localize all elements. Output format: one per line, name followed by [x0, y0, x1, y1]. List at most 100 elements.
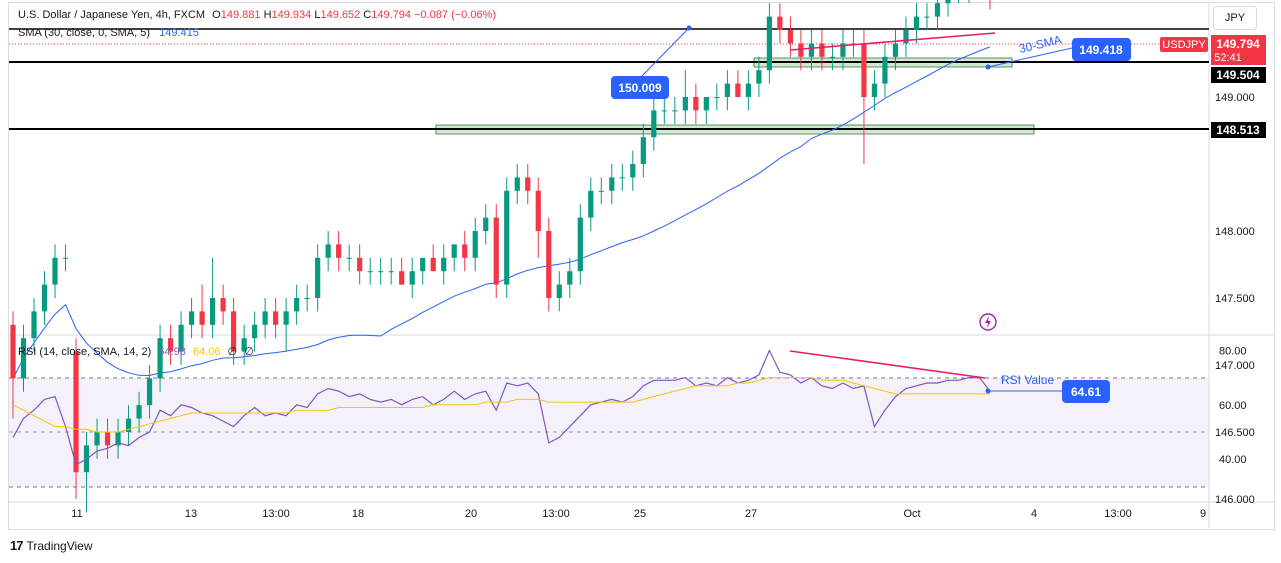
candle-body[interactable] [336, 244, 342, 258]
candle-body[interactable] [819, 43, 825, 57]
candle-body[interactable] [504, 190, 510, 285]
rsi-sma-line[interactable] [12, 377, 990, 433]
candle-body[interactable] [682, 97, 688, 111]
candle-body[interactable] [273, 311, 279, 325]
candle-body[interactable] [241, 338, 247, 352]
candle-body[interactable] [546, 231, 552, 298]
candle-body[interactable] [766, 16, 772, 71]
candle-body[interactable] [41, 284, 48, 312]
candle-body[interactable] [441, 257, 447, 272]
candle-body[interactable] [409, 271, 415, 285]
candle-body[interactable] [125, 418, 132, 432]
candle-body[interactable] [462, 244, 468, 258]
rsi-badge-bg[interactable] [1062, 380, 1110, 403]
currency-button[interactable]: JPY [1213, 6, 1257, 30]
candle-body[interactable] [420, 257, 426, 272]
candle-body[interactable] [199, 311, 205, 325]
rsi-line[interactable] [12, 348, 991, 466]
candle-body[interactable] [31, 311, 37, 339]
candle-body[interactable] [157, 338, 163, 379]
candle-body[interactable] [934, 3, 941, 17]
candle-body[interactable] [430, 257, 436, 272]
candle-body[interactable] [20, 338, 27, 379]
candle-body[interactable] [745, 83, 751, 97]
candle-body[interactable] [178, 324, 184, 352]
candle-body[interactable] [62, 257, 69, 259]
candle-body[interactable] [315, 257, 321, 298]
rsi-scale[interactable]: 80.00 60.00 40.00 [1219, 345, 1247, 466]
candle-body[interactable] [262, 311, 268, 325]
candle-body[interactable] [556, 284, 562, 298]
candle-body[interactable] [861, 43, 867, 97]
candle-body[interactable] [115, 432, 121, 446]
candle-body[interactable] [892, 43, 899, 57]
candle-body[interactable] [483, 217, 489, 231]
candle-body[interactable] [357, 257, 363, 272]
candle-body[interactable] [714, 97, 720, 98]
candle-body[interactable] [283, 311, 289, 325]
sma-legend[interactable]: SMA (30, close, 0, SMA, 5) 149.415 [18, 27, 199, 39]
flash-icon[interactable] [979, 313, 997, 331]
candle-body[interactable] [252, 324, 258, 339]
peak-badge-bg[interactable] [611, 76, 669, 99]
candle-body[interactable] [840, 43, 846, 57]
candle-body[interactable] [724, 83, 730, 97]
candle-body[interactable] [220, 298, 226, 312]
candle-body[interactable] [808, 43, 815, 57]
candle-body[interactable] [146, 378, 153, 406]
candle-body[interactable] [294, 298, 300, 312]
candle-body[interactable] [588, 190, 594, 218]
candle-body[interactable] [210, 298, 216, 325]
candle-body[interactable] [829, 56, 836, 58]
sma-badge-bg[interactable] [1072, 38, 1131, 61]
candle-body[interactable] [924, 16, 930, 18]
candle-body[interactable] [882, 56, 888, 84]
candle-body[interactable] [903, 30, 909, 44]
candle-body[interactable] [346, 257, 352, 259]
ohlc-legend[interactable]: U.S. Dollar / Japanese Yen, 4h, FXCM O14… [18, 9, 496, 21]
candle-body[interactable] [104, 432, 111, 446]
candle-body[interactable] [304, 298, 310, 299]
candle-body[interactable] [609, 177, 615, 191]
candle-body[interactable] [378, 271, 384, 273]
sma-annotation-label[interactable]: 30-SMA [1018, 33, 1063, 56]
candle-body[interactable] [451, 244, 457, 258]
sma-line[interactable] [12, 46, 991, 379]
candle-body[interactable] [493, 217, 499, 285]
candle-body[interactable] [945, 0, 951, 4]
rsi-trendline[interactable] [789, 350, 986, 379]
candle-body[interactable] [10, 324, 16, 379]
candle-body[interactable] [693, 97, 699, 111]
candle-body[interactable] [94, 432, 100, 446]
candle-body[interactable] [871, 83, 878, 97]
sma-connector-dot[interactable] [985, 64, 991, 70]
candle-body[interactable] [325, 244, 331, 258]
candle-body[interactable] [798, 43, 804, 57]
rsi-connector-dot[interactable] [985, 388, 991, 394]
candle-body[interactable] [598, 190, 604, 192]
candle-body[interactable] [52, 257, 58, 285]
candle-body[interactable] [577, 217, 583, 272]
peak-connector-dot[interactable] [686, 25, 692, 31]
candle-body[interactable] [640, 137, 646, 164]
candle-body[interactable] [472, 231, 478, 258]
candle-body[interactable] [850, 43, 857, 45]
time-axis[interactable]: 11 13 13:00 18 20 13:00 25 27 Oct 4 13:00 9 [71, 508, 1206, 520]
candle-body[interactable] [619, 177, 625, 179]
candle-body[interactable] [388, 271, 394, 273]
candle-body[interactable] [535, 190, 541, 231]
rsi-legend[interactable]: RSI (14, close, SMA, 14, 2) 64.98 64.06 … [18, 345, 254, 358]
candle-body[interactable] [703, 97, 709, 111]
tradingview-logo[interactable]: 17 TradingView [10, 538, 93, 553]
candle-body[interactable] [231, 311, 237, 352]
rsi-annotation-label[interactable]: RSI Value [1001, 373, 1054, 387]
candle-body[interactable] [188, 311, 195, 325]
candle-body[interactable] [514, 177, 520, 191]
candle-body[interactable] [651, 110, 657, 138]
candle-body[interactable] [367, 271, 373, 273]
candle-body[interactable] [567, 271, 573, 285]
candle-body[interactable] [630, 164, 636, 178]
sma-connector[interactable] [987, 47, 1073, 68]
candle-body[interactable] [735, 83, 741, 97]
